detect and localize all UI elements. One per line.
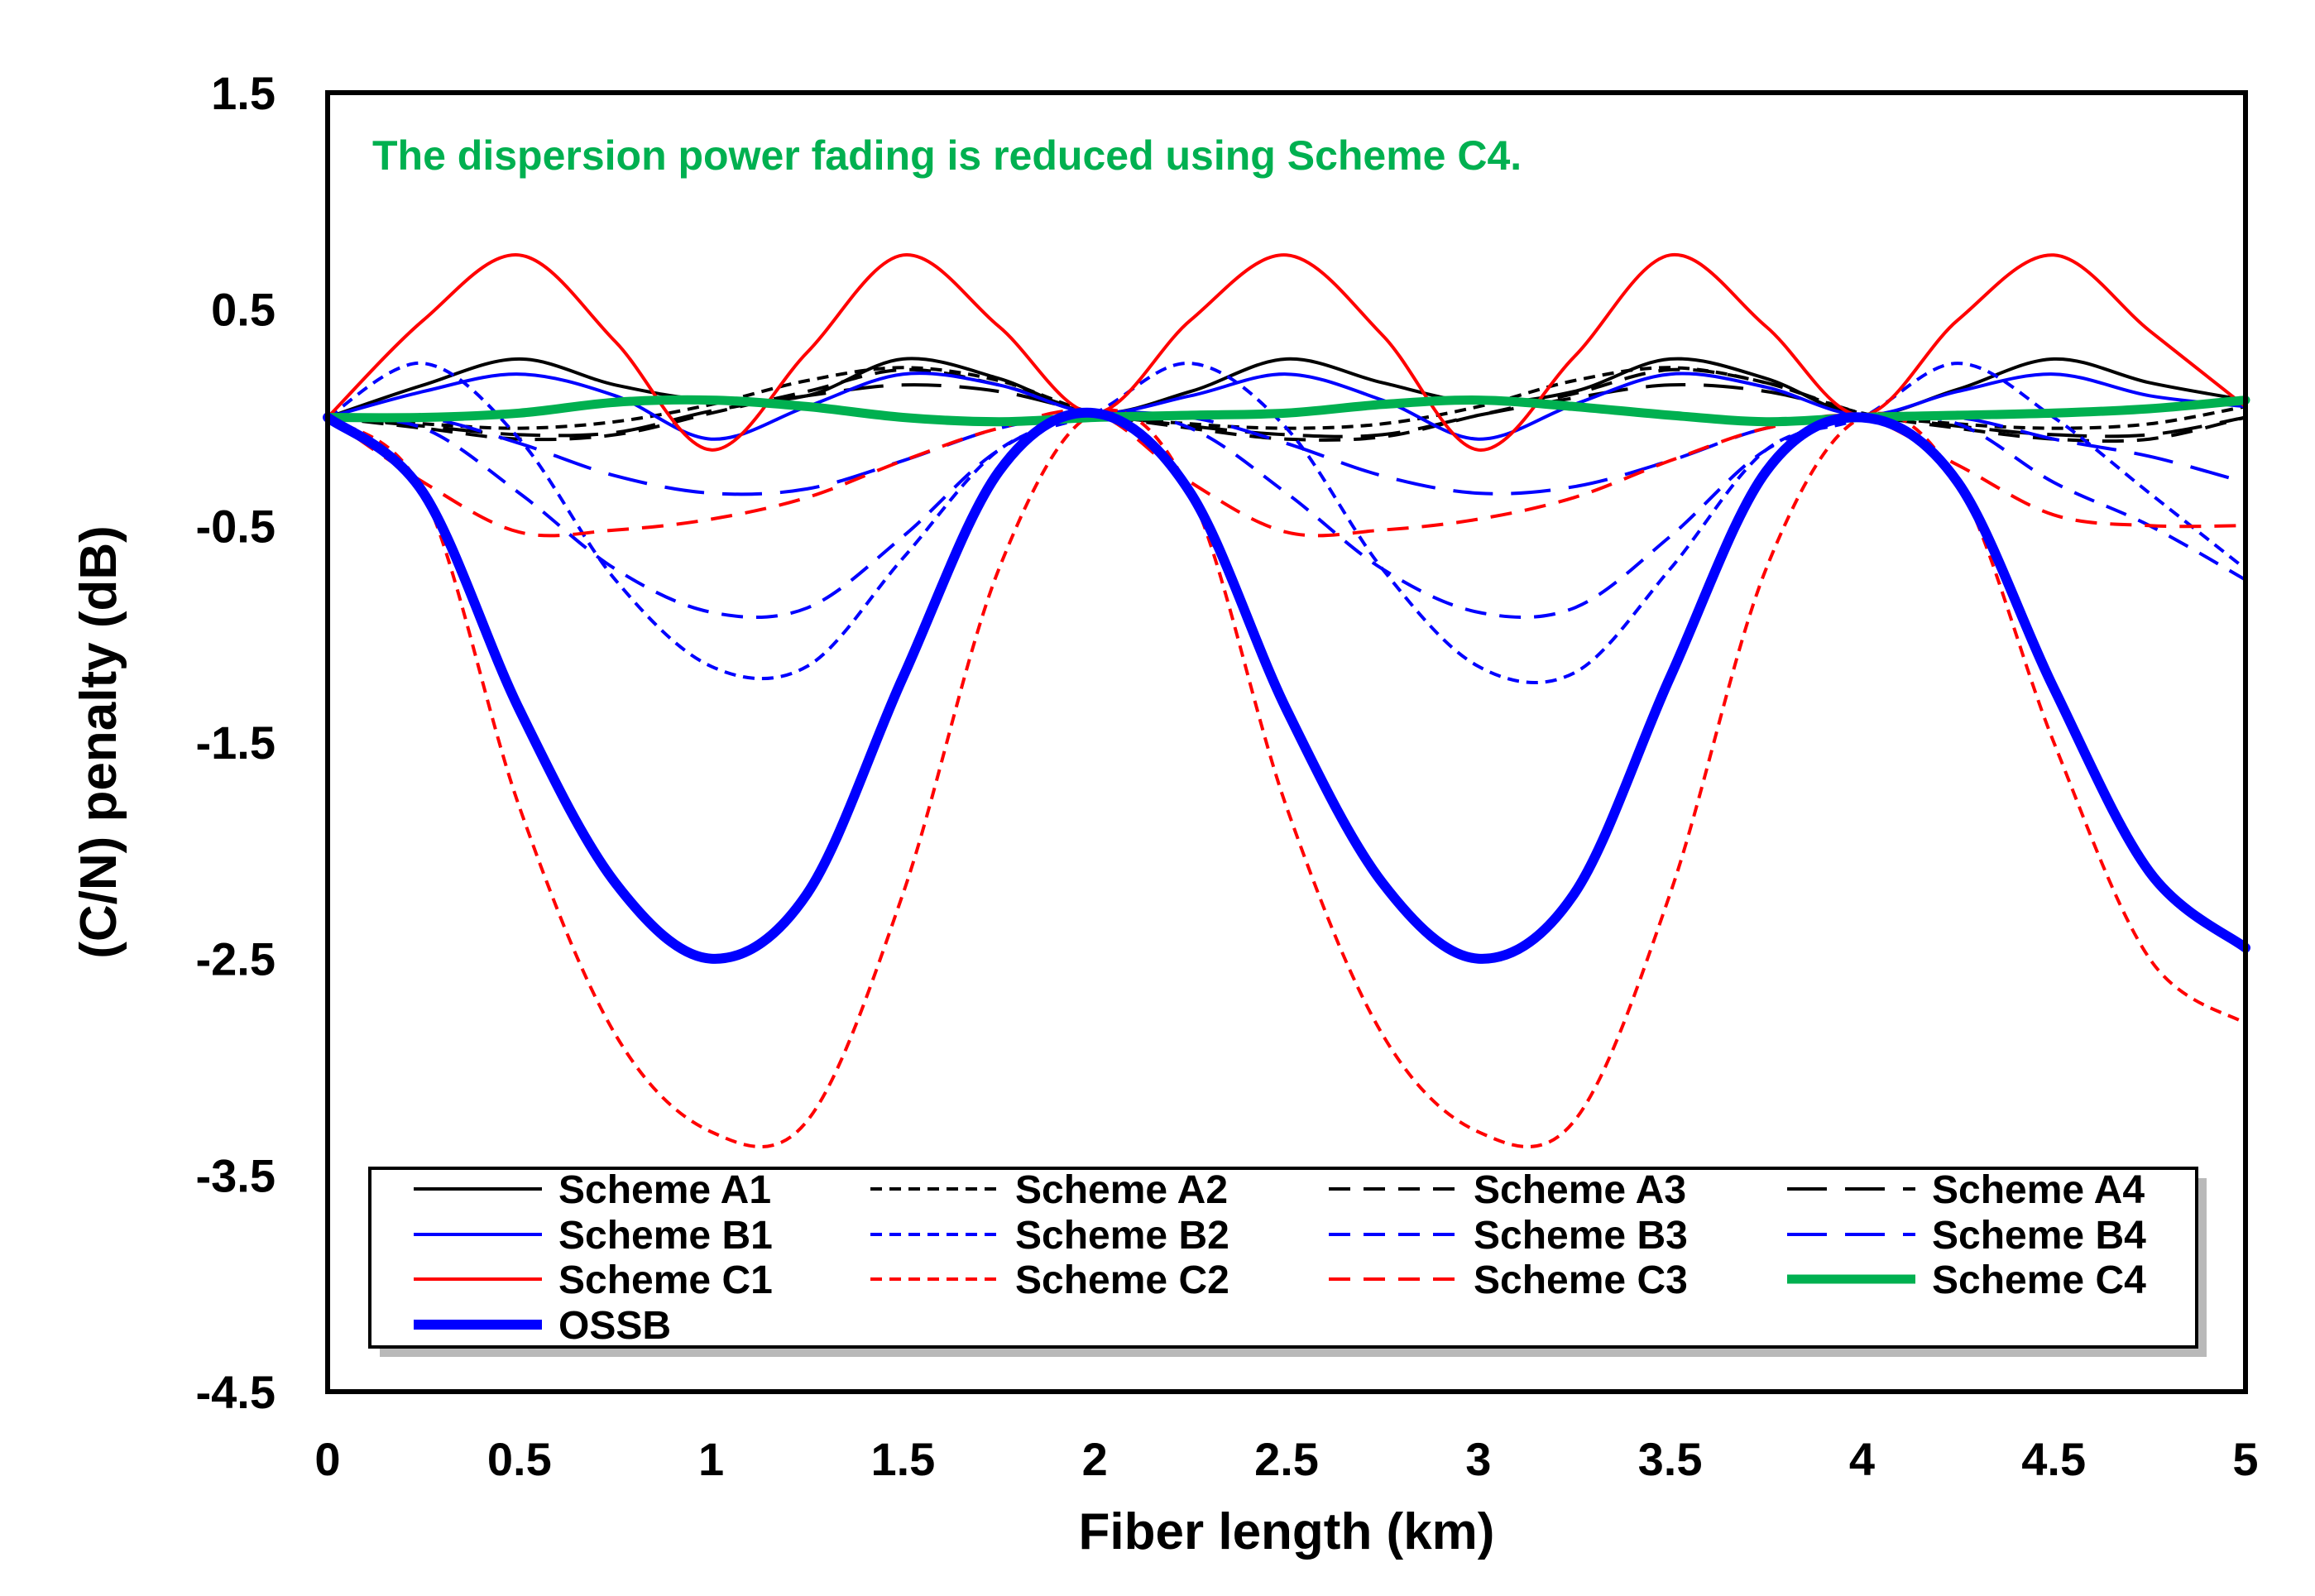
x-tick-labels: 0 0.5 1 1.5 2 2.5 3 3.5 4 4.5 5	[314, 1433, 2258, 1485]
series-line-scheme-b3	[327, 410, 2246, 620]
x-tick-label: 1.5	[870, 1433, 935, 1485]
x-tick-label: 0	[314, 1433, 340, 1485]
series-line-scheme-c2	[326, 408, 2247, 1148]
x-tick-label: 5	[2232, 1433, 2258, 1485]
annotation-text: The dispersion power fading is reduced u…	[372, 132, 1522, 179]
series-line-scheme-b2	[326, 362, 2247, 685]
legend-label: Scheme C2	[1015, 1258, 1229, 1302]
y-tick-label: -3.5	[196, 1149, 276, 1201]
x-axis-title: Fiber length (km)	[1079, 1503, 1495, 1560]
y-tick-label: -4.5	[196, 1366, 276, 1418]
legend-box	[368, 1167, 2198, 1349]
y-tick-label: 0.5	[211, 284, 276, 336]
series-line-scheme-c1	[326, 253, 2247, 452]
x-tick-label: 3.5	[1638, 1433, 1703, 1485]
legend-label: Scheme B3	[1474, 1214, 1688, 1258]
series-line-scheme-a3	[327, 367, 2246, 443]
x-tick-label: 1	[698, 1433, 724, 1485]
legend-label: OSSB	[558, 1304, 671, 1348]
y-tick-label: 1.5	[211, 67, 276, 119]
y-tick-label: -1.5	[196, 717, 276, 769]
plot-area-frame	[325, 90, 2248, 1394]
legend-label: Scheme B1	[558, 1214, 773, 1258]
series-line-scheme-a4	[327, 383, 2246, 439]
series-line-scheme-b1	[326, 371, 2247, 441]
y-tick-label: -2.5	[196, 933, 276, 985]
x-tick-label: 2	[1082, 1433, 1108, 1485]
legend-label: Scheme A4	[1932, 1168, 2145, 1212]
x-tick-label: 4.5	[2021, 1433, 2086, 1485]
legend: Scheme A1 Scheme A2 Scheme A3 Scheme A4Sche…	[368, 1167, 2207, 1357]
legend-label: Scheme C1	[558, 1258, 773, 1302]
series-line-ossb	[323, 407, 2250, 964]
legend-label: Scheme A2	[1015, 1168, 1228, 1212]
y-tick-labels: 1.5 0.5 -0.5 -1.5 -2.5 -3.5 -4.5	[196, 67, 276, 1418]
y-tick-label: -0.5	[196, 500, 276, 552]
legend-label: Scheme C3	[1474, 1258, 1688, 1302]
legend-label: Scheme A1	[558, 1168, 771, 1212]
series-line-scheme-c4	[323, 395, 2250, 427]
legend-label: Scheme B4	[1932, 1214, 2146, 1258]
x-tick-label: 4	[1849, 1433, 1875, 1485]
legend-label: Scheme B2	[1015, 1214, 1229, 1258]
y-axis-title: (C/N) penalty (dB)	[70, 525, 127, 959]
legend-label: Scheme C4	[1932, 1258, 2146, 1302]
legend-label: Scheme A3	[1474, 1168, 1686, 1212]
x-tick-label: 2.5	[1254, 1433, 1319, 1485]
plot-series	[323, 253, 2250, 1148]
x-tick-label: 3	[1465, 1433, 1491, 1485]
x-tick-label: 0.5	[487, 1433, 552, 1485]
